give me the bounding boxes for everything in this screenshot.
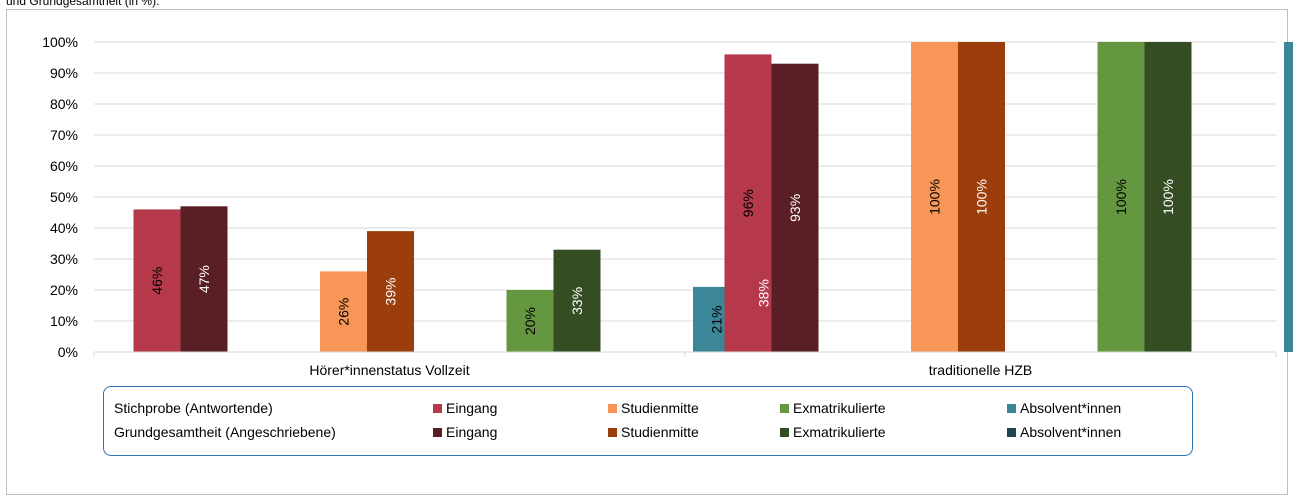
x-category-label: traditionelle HZB: [929, 362, 1033, 378]
bar: [958, 42, 1005, 352]
legend-item-label: Studienmitte: [621, 400, 699, 416]
y-tick-label: 40%: [50, 220, 78, 236]
x-category-label: Hörer*innenstatus Vollzeit: [309, 362, 469, 378]
bar-data-label: 96%: [740, 189, 756, 217]
legend-swatch: [780, 427, 789, 437]
y-tick-label: 20%: [50, 282, 78, 298]
bar-data-label: 100%: [1113, 179, 1129, 215]
bar-data-label: 33%: [569, 287, 585, 315]
bar-chart: 46% 47% 26% 39% 20% 33% 21% 38% 96% 93% 100% 100% 10…: [42, 34, 1293, 378]
legend-item-grundgesamtheit-absolventinnen: Absolvent*innen: [1007, 424, 1121, 440]
bar-data-label: 39%: [383, 278, 399, 306]
y-tick-label: 60%: [50, 158, 78, 174]
bar: [180, 206, 228, 352]
legend-item-label: Exmatrikulierte: [793, 424, 886, 440]
bar-data-label: 47%: [196, 265, 212, 293]
legend-item-label: Eingang: [446, 400, 498, 416]
bar-data-label: 100%: [974, 179, 990, 215]
bar-data-label: 93%: [787, 194, 803, 222]
figure-caption: und Grundgesamtheit (in %).: [6, 0, 160, 8]
legend-row-label-grundgesamtheit: Grundgesamtheit (Angeschriebene): [114, 424, 336, 440]
legend-swatch: [433, 427, 442, 437]
bar: [1097, 42, 1145, 352]
legend-item-label: Eingang: [446, 424, 498, 440]
y-tick-label: 90%: [50, 65, 78, 81]
y-tick-label: 70%: [50, 127, 78, 143]
legend-swatch: [780, 403, 789, 413]
y-tick-label: 0%: [58, 344, 78, 360]
bar-data-label: 21%: [709, 305, 725, 333]
data-labels: 46% 47% 26% 39% 20% 33% 21% 38% 96% 93% 100% 100% 10…: [149, 179, 1176, 335]
bar: [1284, 42, 1293, 352]
legend-item-stichprobe-studienmitte: Studienmitte: [608, 400, 699, 416]
bar-data-label: 38%: [756, 279, 772, 307]
bar: [724, 54, 772, 353]
legend-item-grundgesamtheit-eingang: Eingang: [433, 424, 497, 440]
bar-data-label: 100%: [1160, 179, 1176, 215]
legend-item-stichprobe-exmatrikulierte: Exmatrikulierte: [780, 400, 886, 416]
legend-item-stichprobe-eingang: Eingang: [433, 400, 497, 416]
bar: [367, 231, 414, 352]
legend-item-label: Absolvent*innen: [1020, 424, 1122, 440]
legend-item-label: Studienmitte: [621, 424, 699, 440]
y-tick-label: 10%: [50, 313, 78, 329]
legend-swatch: [608, 427, 617, 437]
legend: Stichprobe (Antwortende) Grundgesamtheit…: [103, 386, 1193, 456]
bars: [133, 42, 1293, 353]
bar-data-label: 100%: [927, 179, 943, 215]
legend-row-label-stichprobe: Stichprobe (Antwortende): [114, 400, 273, 416]
legend-swatch: [1007, 427, 1016, 437]
bar-data-label: 46%: [149, 267, 165, 295]
axes: 0% 10% 20% 30% 40% 50% 60% 70% 80% 90% 100% Hörer*i…: [42, 34, 1277, 378]
legend-swatch: [433, 403, 442, 413]
gridlines: [94, 41, 1276, 322]
bar: [133, 209, 181, 352]
y-tick-label: 80%: [50, 96, 78, 112]
legend-item-label: Absolvent*innen: [1020, 400, 1122, 416]
bar: [506, 290, 554, 352]
bar: [1144, 42, 1192, 352]
legend-item-grundgesamtheit-exmatrikulierte: Exmatrikulierte: [780, 424, 886, 440]
bar: [911, 42, 958, 352]
y-tick-label: 50%: [50, 189, 78, 205]
bar: [553, 249, 601, 352]
y-tick-label: 100%: [42, 34, 78, 50]
legend-item-stichprobe-absolventinnen: Absolvent*innen: [1007, 400, 1121, 416]
y-tick-label: 30%: [50, 251, 78, 267]
legend-swatch: [608, 403, 617, 413]
bar: [320, 271, 367, 352]
legend-item-label: Exmatrikulierte: [793, 400, 886, 416]
legend-swatch: [1007, 403, 1016, 413]
bar-data-label: 26%: [336, 298, 352, 326]
bar-data-label: 20%: [522, 307, 538, 335]
bar: [771, 63, 819, 352]
legend-item-grundgesamtheit-studienmitte: Studienmitte: [608, 424, 699, 440]
